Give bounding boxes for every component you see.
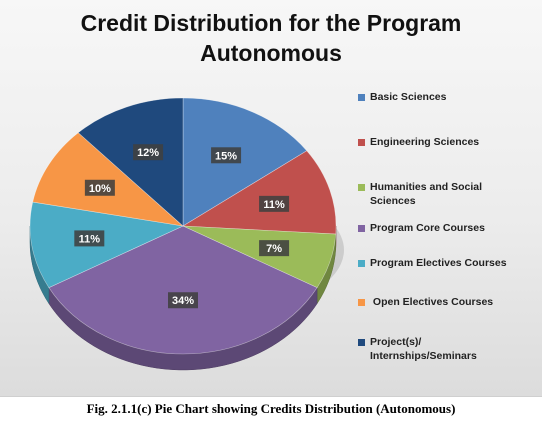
pie-slice-0 bbox=[182, 97, 308, 227]
chart-title-line-1: Credit Distribution for the Program bbox=[80, 10, 462, 36]
legend-label-line: Sciences bbox=[370, 195, 416, 207]
data-label-text-1: 11% bbox=[263, 199, 285, 211]
legend-item-1: Engineering Sciences bbox=[358, 135, 536, 149]
legend-swatch-6 bbox=[358, 339, 365, 346]
data-label-5: 10% bbox=[84, 179, 115, 196]
legend-label-2: Humanities and Social Sciences bbox=[370, 180, 482, 208]
chart-title-line-2: Autonomous bbox=[200, 40, 342, 66]
legend-item-3: Program Core Courses bbox=[358, 221, 536, 235]
legend-label-5: Open Electives Courses bbox=[370, 295, 493, 309]
data-label-text-2: 7% bbox=[266, 243, 282, 255]
legend-label-line: Engineering Sciences bbox=[370, 136, 480, 148]
data-label-box-0 bbox=[211, 147, 242, 164]
legend-swatch-4 bbox=[358, 260, 365, 267]
pie-chart: 15% 11% 7% 34% 11% 10% 12% bbox=[29, 97, 344, 371]
chart-title: Credit Distribution for the Program Auto… bbox=[0, 8, 542, 68]
data-label-box-2 bbox=[259, 240, 290, 257]
figure-caption: Fig. 2.1.1(c) Pie Chart showing Credits … bbox=[86, 401, 456, 416]
legend-item-5: Open Electives Courses bbox=[358, 295, 536, 309]
pie-slice-1 bbox=[182, 150, 337, 235]
data-label-2: 7% bbox=[259, 240, 290, 257]
legend-swatch-1 bbox=[358, 139, 365, 146]
data-label-text-4: 11% bbox=[79, 233, 101, 245]
data-label-box-3 bbox=[168, 292, 198, 309]
legend-label-3: Program Core Courses bbox=[370, 221, 485, 235]
legend-item-2: Humanities and Social Sciences bbox=[358, 180, 536, 208]
legend-label-line: Project(s)/ bbox=[370, 336, 422, 348]
legend-swatch-2 bbox=[358, 184, 365, 191]
data-label-1: 11% bbox=[259, 195, 290, 212]
legend-swatch-3 bbox=[358, 225, 365, 232]
pie-slice-6 bbox=[77, 97, 184, 227]
legend-label-4: Program Electives Courses bbox=[370, 256, 507, 270]
pie-slice-3 bbox=[48, 225, 318, 355]
legend-item-6: Project(s)/ Internships/Seminars bbox=[358, 335, 536, 363]
legend-label-line: Program Core Courses bbox=[370, 222, 485, 234]
data-label-4: 11% bbox=[74, 230, 105, 247]
legend-label-0: Basic Sciences bbox=[370, 90, 446, 104]
data-label-box-1 bbox=[259, 195, 290, 212]
pie-slice-4 bbox=[29, 201, 185, 289]
data-label-text-3: 34% bbox=[172, 295, 194, 307]
legend-swatch-0 bbox=[358, 94, 365, 101]
pie-slice-5 bbox=[32, 132, 184, 227]
legend-label-1: Engineering Sciences bbox=[370, 135, 479, 149]
data-label-box-5 bbox=[84, 179, 115, 196]
legend-label-line: Program Electives Courses bbox=[370, 257, 507, 269]
data-label-box-6 bbox=[133, 144, 164, 161]
data-label-box-4 bbox=[74, 230, 105, 247]
legend-swatch-5 bbox=[358, 299, 365, 306]
legend-label-line: Basic Sciences bbox=[370, 91, 447, 103]
data-label-3: 34% bbox=[168, 292, 198, 309]
legend-item-4: Program Electives Courses bbox=[358, 256, 536, 270]
legend-label-line: Open Electives Courses bbox=[370, 296, 494, 308]
legend-label-line: Internships/Seminars bbox=[370, 350, 477, 362]
data-label-text-0: 15% bbox=[215, 150, 237, 162]
data-label-6: 12% bbox=[133, 144, 164, 161]
data-label-text-6: 12% bbox=[137, 147, 159, 159]
legend-item-0: Basic Sciences bbox=[358, 90, 536, 104]
legend-label-6: Project(s)/ Internships/Seminars bbox=[370, 335, 477, 363]
data-label-text-5: 10% bbox=[89, 183, 111, 195]
data-label-0: 15% bbox=[211, 147, 242, 164]
legend-label-line: Humanities and Social bbox=[370, 181, 483, 193]
